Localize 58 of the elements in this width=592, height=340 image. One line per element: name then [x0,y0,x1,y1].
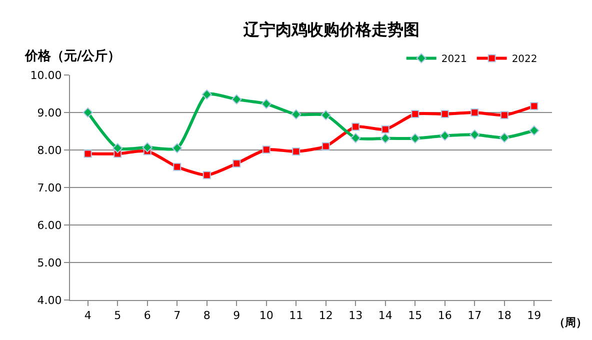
x-tick-label: 17 [468,309,482,322]
point [172,143,182,154]
y-tick-label: 8.00 [37,144,62,157]
x-tick-label: 15 [408,309,422,322]
point [232,94,242,104]
point [411,110,420,118]
legend-label: 2022 [512,54,538,66]
point [173,162,182,171]
chart-title: 辽宁肉鸡收购价格走势图 [242,20,420,39]
y-tick-label: 5.00 [37,256,62,270]
legend-label: 2021 [441,54,467,66]
point [262,146,270,154]
x-tick-label: 4 [84,309,92,322]
y-axis-title: 价格（元/公斤） [24,48,121,64]
point [530,102,538,110]
x-tick-label: 9 [233,309,240,322]
point [499,132,510,143]
point [440,110,449,118]
y-tick-label: 4.00 [37,294,62,307]
point [232,160,241,168]
y-tick-label: 6.00 [37,218,62,232]
point [82,107,93,118]
point [352,122,360,131]
x-tick-label: 12 [318,309,333,322]
point [320,110,331,120]
point [470,130,480,140]
x-tick-label: 11 [289,309,304,322]
x-tick-label: 7 [174,309,181,322]
point [291,109,302,120]
point [322,142,330,150]
x-tick-label: 18 [497,309,512,322]
point [440,130,450,141]
x-tick-label: 16 [438,309,452,322]
point [470,108,479,116]
point [350,132,361,144]
point [381,125,390,134]
x-axis-title: （周） [554,316,587,329]
x-tick-label: 13 [348,309,363,322]
point [292,148,300,156]
point [84,150,92,158]
y-tick-label: 9.00 [37,106,62,120]
point [380,133,390,144]
point [410,133,420,144]
point [529,125,540,136]
y-tick-label: 10.00 [30,68,62,82]
x-tick-label: 19 [527,309,542,322]
point [261,98,272,109]
point [202,171,211,180]
point [142,142,152,152]
y-tick-label: 7.00 [37,181,62,194]
x-tick-label: 8 [203,309,210,322]
x-tick-label: 5 [114,309,122,322]
x-tick-label: 6 [144,309,151,322]
x-tick-label: 14 [378,309,392,322]
point [112,143,123,154]
point [202,89,212,100]
x-tick-label: 10 [259,309,274,322]
point [500,111,508,120]
